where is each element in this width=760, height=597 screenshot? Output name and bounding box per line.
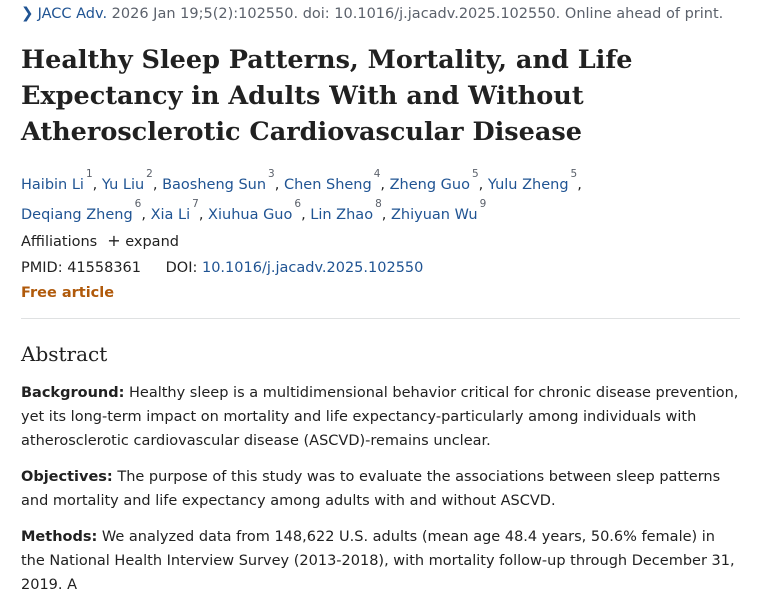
author-link[interactable]: Lin Zhao <box>310 206 374 223</box>
author-item[interactable]: Xiuhua Guo6 <box>208 198 301 223</box>
affiliation-number[interactable]: 5 <box>570 168 578 180</box>
methods-label: Methods: <box>21 529 98 545</box>
background-label: Background: <box>21 385 125 401</box>
background-text: Healthy sleep is a multidimensional beha… <box>21 385 739 449</box>
author-item[interactable]: Yulu Zheng5 <box>487 168 577 193</box>
author-link[interactable]: Baosheng Sun <box>162 176 267 193</box>
author-item[interactable]: Deqiang Zheng6 <box>21 198 141 223</box>
author-item[interactable]: Lin Zhao8 <box>310 198 381 223</box>
abstract-methods: Methods: We analyzed data from 148,622 U… <box>21 525 743 597</box>
plus-icon[interactable]: + <box>107 231 121 250</box>
affiliation-number[interactable]: 5 <box>471 168 479 180</box>
doi-link[interactable]: 10.1016/j.jacadv.2025.102550 <box>201 260 424 276</box>
author-link[interactable]: Zheng Guo <box>389 176 470 193</box>
chevron-right-icon[interactable]: ❯ <box>21 4 34 22</box>
objectives-text: The purpose of this study was to evaluat… <box>21 469 721 509</box>
abstract-background: Background: Healthy sleep is a multidime… <box>21 381 743 453</box>
author-link[interactable]: Zhiyuan Wu <box>390 206 478 223</box>
affiliation-number[interactable]: 4 <box>373 168 381 180</box>
author-item[interactable]: Baosheng Sun3 <box>162 168 275 193</box>
author-item[interactable]: Yu Liu2 <box>101 168 153 193</box>
author-list: Haibin Li1, Yu Liu2, Baosheng Sun3, Chen… <box>21 168 582 223</box>
citation-text: 2026 Jan 19;5(2):102550. doi: 10.1016/j.… <box>107 6 724 22</box>
affiliation-number[interactable]: 3 <box>268 168 275 180</box>
author-link[interactable]: Haibin Li <box>21 176 84 193</box>
affiliations-label: Affiliations <box>21 234 98 250</box>
pmid-value: 41558361 <box>67 260 142 276</box>
free-article-badge: Free article <box>21 285 115 301</box>
affiliation-number[interactable]: 6 <box>134 197 142 210</box>
author-item[interactable]: Xia Li7 <box>150 198 199 223</box>
abstract-objectives: Objectives: The purpose of this study wa… <box>21 465 743 513</box>
author-item[interactable]: Zhiyuan Wu9 <box>390 198 486 223</box>
article-title: Healthy Sleep Patterns, Mortality, and L… <box>21 45 633 147</box>
affiliation-number[interactable]: 9 <box>479 197 487 210</box>
affiliation-number[interactable]: 7 <box>192 197 199 210</box>
affiliation-number[interactable]: 2 <box>146 168 153 180</box>
author-link[interactable]: Yu Liu <box>101 176 145 193</box>
abstract-heading: Abstract <box>21 342 108 366</box>
doi-label: DOI: <box>165 260 198 276</box>
methods-text: We analyzed data from 148,622 U.S. adult… <box>21 529 735 593</box>
author-item[interactable]: Zheng Guo5 <box>389 168 479 193</box>
expand-link[interactable]: expand <box>125 234 179 250</box>
pmid-label: PMID: <box>21 260 63 276</box>
article-identifiers: PMID: 41558361 DOI: 10.1016/j.jacadv.202… <box>21 258 423 278</box>
author-link[interactable]: Xia Li <box>150 206 191 223</box>
article-page: ❯ JACC Adv. 2026 Jan 19;5(2):102550. doi:… <box>21 4 743 593</box>
author-item[interactable]: Chen Sheng4 <box>283 168 380 193</box>
section-divider <box>21 318 740 319</box>
author-item[interactable]: Haibin Li1 <box>21 168 93 193</box>
affiliation-number[interactable]: 8 <box>375 197 382 210</box>
affiliations-toggle[interactable]: Affiliations + expand <box>21 231 179 252</box>
author-link[interactable]: Deqiang Zheng <box>21 206 133 223</box>
author-link[interactable]: Yulu Zheng <box>487 176 569 193</box>
objectives-label: Objectives: <box>21 469 113 485</box>
author-link[interactable]: Xiuhua Guo <box>208 206 293 223</box>
journal-citation: ❯ JACC Adv. 2026 Jan 19;5(2):102550. doi:… <box>21 4 723 22</box>
journal-link[interactable]: JACC Adv. <box>37 6 108 22</box>
affiliation-number[interactable]: 6 <box>294 197 302 210</box>
affiliation-number[interactable]: 1 <box>85 168 93 180</box>
author-link[interactable]: Chen Sheng <box>283 176 372 193</box>
